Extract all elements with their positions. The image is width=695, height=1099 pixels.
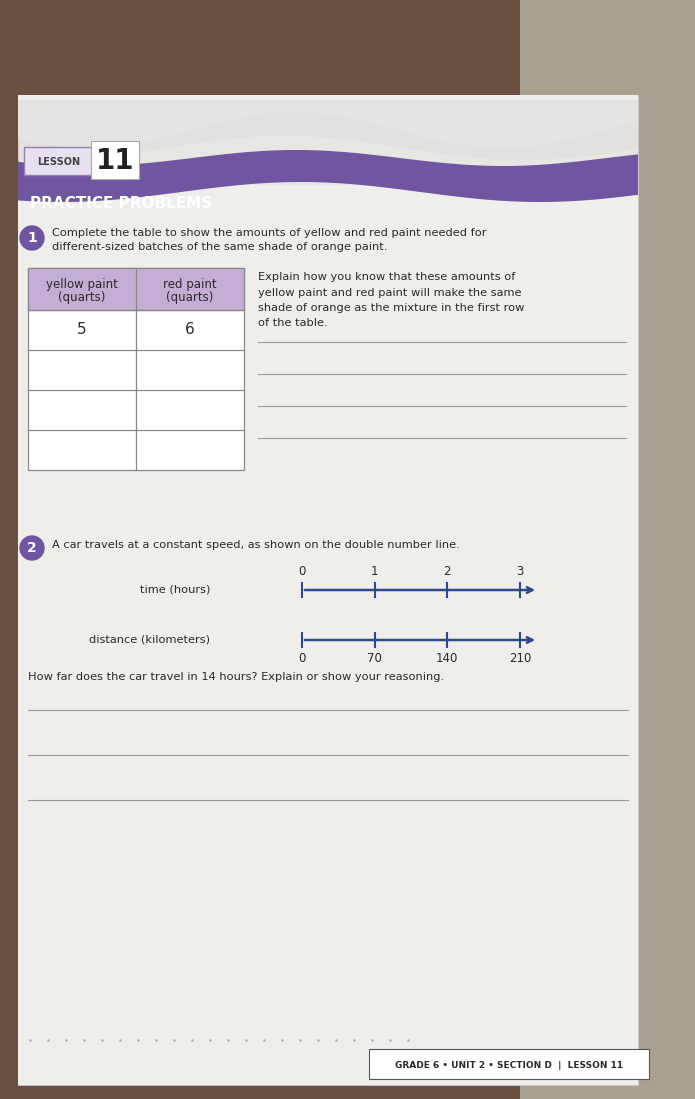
Text: 0: 0 <box>298 565 306 578</box>
Text: shade of orange as the mixture in the first row: shade of orange as the mixture in the fi… <box>258 303 524 313</box>
Text: 5: 5 <box>77 322 87 337</box>
Text: 70: 70 <box>367 652 382 665</box>
Bar <box>520 0 695 1099</box>
Polygon shape <box>18 95 638 148</box>
Text: of the table.: of the table. <box>258 319 327 329</box>
Text: LESSON: LESSON <box>38 157 81 167</box>
Text: time (hours): time (hours) <box>140 585 210 595</box>
Text: yellow paint and red paint will make the same: yellow paint and red paint will make the… <box>258 288 521 298</box>
Text: PRACTICE PROBLEMS: PRACTICE PROBLEMS <box>30 196 212 211</box>
Text: distance (kilometers): distance (kilometers) <box>89 635 210 645</box>
Text: 3: 3 <box>516 565 524 578</box>
Text: yellow paint: yellow paint <box>46 278 118 291</box>
Text: 0: 0 <box>298 652 306 665</box>
Text: How far does the car travel in 14 hours? Explain or show your reasoning.: How far does the car travel in 14 hours?… <box>28 671 444 682</box>
FancyBboxPatch shape <box>91 141 139 179</box>
Text: 11: 11 <box>96 147 134 175</box>
Bar <box>28 268 244 310</box>
Text: Explain how you know that these amounts of: Explain how you know that these amounts … <box>258 271 516 282</box>
Text: Complete the table to show the amounts of yellow and red paint needed for: Complete the table to show the amounts o… <box>52 227 486 238</box>
Text: (quarts): (quarts) <box>58 291 106 304</box>
Bar <box>28 268 244 470</box>
FancyBboxPatch shape <box>369 1050 649 1079</box>
Polygon shape <box>18 100 638 160</box>
Text: 2: 2 <box>27 541 37 555</box>
Text: GRADE 6 • UNIT 2 • SECTION D  |  LESSON 11: GRADE 6 • UNIT 2 • SECTION D | LESSON 11 <box>395 1061 623 1069</box>
FancyBboxPatch shape <box>24 147 94 175</box>
Text: 1: 1 <box>27 231 37 245</box>
Text: 2: 2 <box>443 565 451 578</box>
Text: 1: 1 <box>371 565 378 578</box>
Text: A car travels at a constant speed, as shown on the double number line.: A car travels at a constant speed, as sh… <box>52 540 460 550</box>
Bar <box>18 185 638 1085</box>
FancyBboxPatch shape <box>18 95 638 1085</box>
Circle shape <box>20 536 44 560</box>
Text: (quarts): (quarts) <box>166 291 213 304</box>
Text: red paint: red paint <box>163 278 217 291</box>
Text: 6: 6 <box>185 322 195 337</box>
Text: 140: 140 <box>436 652 459 665</box>
Polygon shape <box>18 149 638 202</box>
Text: different-sized batches of the same shade of orange paint.: different-sized batches of the same shad… <box>52 242 387 252</box>
Circle shape <box>20 226 44 249</box>
Text: 210: 210 <box>509 652 531 665</box>
